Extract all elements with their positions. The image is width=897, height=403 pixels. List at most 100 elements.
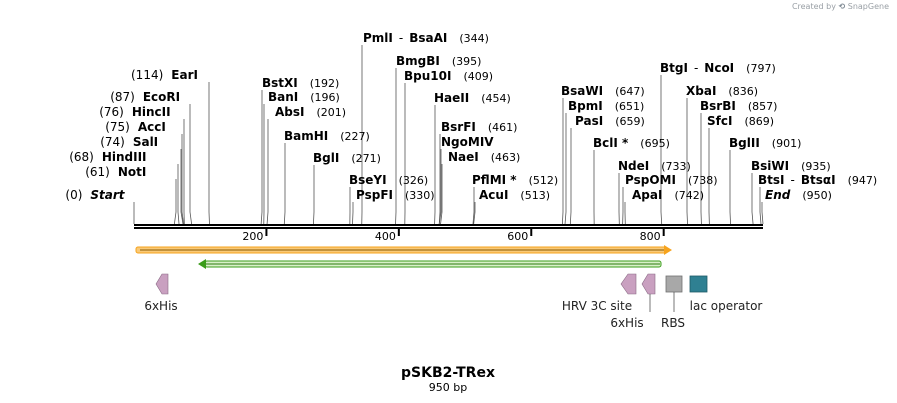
6xhis-right-arrow[interactable] <box>641 273 656 295</box>
site-line-acci-4 <box>181 134 185 225</box>
site-pos-btsi: (947) <box>848 174 878 187</box>
site-name-btgi: BtgI <box>660 61 688 75</box>
site-pos-btgi: (797) <box>746 62 776 75</box>
site-label-bani[interactable]: BanI (196) <box>268 90 340 104</box>
site-line-absi-10 <box>266 119 269 225</box>
site-line-bgli-12 <box>313 165 315 225</box>
site-label-bsawi[interactable]: BsaWI (647) <box>561 84 645 98</box>
site-label-bstxi[interactable]: BstXI (192) <box>262 76 339 90</box>
site-label-bamhi[interactable]: BamHI (227) <box>284 129 370 143</box>
site-name-ngomiv: NgoMIV <box>441 135 494 149</box>
site-label-eari[interactable]: (114) EarI <box>131 68 198 82</box>
site-label-pflmi[interactable]: PflMI * (512) <box>472 173 558 187</box>
site-label-xbai[interactable]: XbaI (836) <box>686 84 758 98</box>
site-name-bseyi: BseYI <box>349 173 387 187</box>
site-label-ecori[interactable]: (87) EcoRI <box>110 90 180 104</box>
site-label-start[interactable]: (0) Start <box>65 188 125 202</box>
plasmid-name: pSKB2-TRex <box>401 365 495 381</box>
snapgene-credit: Created by ⟲ SnapGene <box>792 2 889 11</box>
site-name-btsi: BtsI <box>758 173 785 187</box>
site-pos-xbai: (836) <box>728 85 758 98</box>
site-label-apai[interactable]: ApaI (742) <box>632 188 704 202</box>
site-label-ndei[interactable]: NdeI (733) <box>618 159 691 173</box>
lac-operator-box[interactable] <box>689 275 708 293</box>
site-label-bseyi[interactable]: BseYI (326) <box>349 173 428 187</box>
site-line-ngomiv-20 <box>438 149 442 225</box>
feature-label-6xhis-right: 6xHis <box>610 316 643 330</box>
site-name-acui: AcuI <box>479 188 508 202</box>
site-name-eari: EarI <box>171 68 198 82</box>
site-pos-hincii: (76) <box>99 105 124 119</box>
site-pos-apai: (742) <box>674 189 704 202</box>
rbs-box[interactable] <box>665 275 683 293</box>
site-line-pflmi-22 <box>472 187 475 225</box>
scale-label-800: 800 <box>640 230 661 243</box>
scale-ticks: 200 400 600 800 <box>242 229 665 243</box>
green-feature-bar[interactable] <box>198 259 662 269</box>
site-label-noti[interactable]: (61) NotI <box>85 165 146 179</box>
site-label-sfci[interactable]: SfcI (869) <box>707 114 774 128</box>
site-name-bamhi: BamHI <box>284 129 328 143</box>
6xhis-left-arrow[interactable] <box>155 273 169 295</box>
site-pos-acui: (513) <box>520 189 550 202</box>
site-label-pspfi[interactable]: PspFI (330) <box>356 188 435 202</box>
site-name-haeii: HaeII <box>434 91 469 105</box>
site-label-sali[interactable]: (74) SalI <box>100 135 158 149</box>
site-line-ecori-6 <box>189 104 192 225</box>
site-label-absi[interactable]: AbsI (201) <box>275 105 346 119</box>
site-pos-bamhi: (227) <box>340 130 370 143</box>
feature-label-rbs: RBS <box>661 316 685 330</box>
site-name-bcli: BclI * <box>593 136 629 150</box>
site-name-hincii: HincII <box>132 105 171 119</box>
site-labels: (0) Start (61) NotI (68) HindIII(74) SalI(75) A… <box>65 31 877 202</box>
site-label-pspomi[interactable]: PspOMI (738) <box>625 173 718 187</box>
site-label-ngomiv[interactable]: NgoMIV <box>441 135 494 149</box>
site-label-pmli[interactable]: PmlI - BsaAI (344) <box>363 31 489 45</box>
site-label-haeii[interactable]: HaeII (454) <box>434 91 511 105</box>
snapgene-logo-icon: ⟲ <box>838 2 846 11</box>
site-pos-bsiwi: (935) <box>801 160 831 173</box>
site-label-bsrfi[interactable]: BsrFI (461) <box>441 120 517 134</box>
site-pos-naei: (463) <box>491 151 521 164</box>
scale-label-600: 600 <box>507 230 528 243</box>
site-name-ecori: EcoRI <box>143 90 180 104</box>
site-name-noti: NotI <box>118 165 147 179</box>
site-name-ndei: NdeI <box>618 159 649 173</box>
site-label-hindiii[interactable]: (68) HindIII <box>69 150 146 164</box>
site-label-bsiwi[interactable]: BsiWI (935) <box>751 159 831 173</box>
site-label-naei[interactable]: NaeI (463) <box>448 150 520 164</box>
site-label-acci[interactable]: (75) AccI <box>105 120 166 134</box>
site-label-bgli[interactable]: BglI (271) <box>313 151 381 165</box>
site-line-bpmi-25 <box>564 113 567 225</box>
site-line-bsiwi-36 <box>751 173 754 225</box>
site-name-acci: AccI <box>138 120 166 134</box>
site-pos-acci: (75) <box>105 120 130 134</box>
site-pos-pasi: (659) <box>615 115 645 128</box>
site-label-bcli[interactable]: BclI * (695) <box>593 136 670 150</box>
site-label-btgi[interactable]: BtgI - NcoI (797) <box>660 61 776 75</box>
feature-label-hrv-3c: HRV 3C site <box>562 299 632 313</box>
site-name-bglii: BglII <box>729 136 760 150</box>
site-label-bmgbi[interactable]: BmgBI (395) <box>396 54 481 68</box>
scale-label-200: 200 <box>242 230 263 243</box>
site-label-btsi[interactable]: BtsI - BtsαI (947) <box>758 173 877 187</box>
site-name-bsrbi: BsrBI <box>700 99 736 113</box>
site-label-bpmi[interactable]: BpmI (651) <box>568 99 644 113</box>
site-label-bglii[interactable]: BglII (901) <box>729 136 801 150</box>
site-label-end[interactable]: End (950) <box>765 188 832 202</box>
site-label-pasi[interactable]: PasI (659) <box>575 114 645 128</box>
site-label-acui[interactable]: AcuI (513) <box>479 188 550 202</box>
site-pos-eari: (114) <box>131 68 163 82</box>
site-label-hincii[interactable]: (76) HincII <box>99 105 170 119</box>
site-name-bstxi: BstXI <box>262 76 298 90</box>
site-pos-start: (0) <box>65 188 82 202</box>
hrv-3c-site-arrow[interactable] <box>620 273 637 295</box>
credit-brand: SnapGene <box>847 2 889 11</box>
site-label-bsrbi[interactable]: BsrBI (857) <box>700 99 777 113</box>
orange-feature-bar[interactable] <box>135 245 672 255</box>
site-name-xbai: XbaI <box>686 84 716 98</box>
site-line-btgi-31 <box>660 75 663 225</box>
site-pos-bpu10i: (409) <box>463 70 493 83</box>
site-label-bpu10i[interactable]: Bpu10I (409) <box>404 69 493 83</box>
site-name-pspomi: PspOMI <box>625 173 676 187</box>
